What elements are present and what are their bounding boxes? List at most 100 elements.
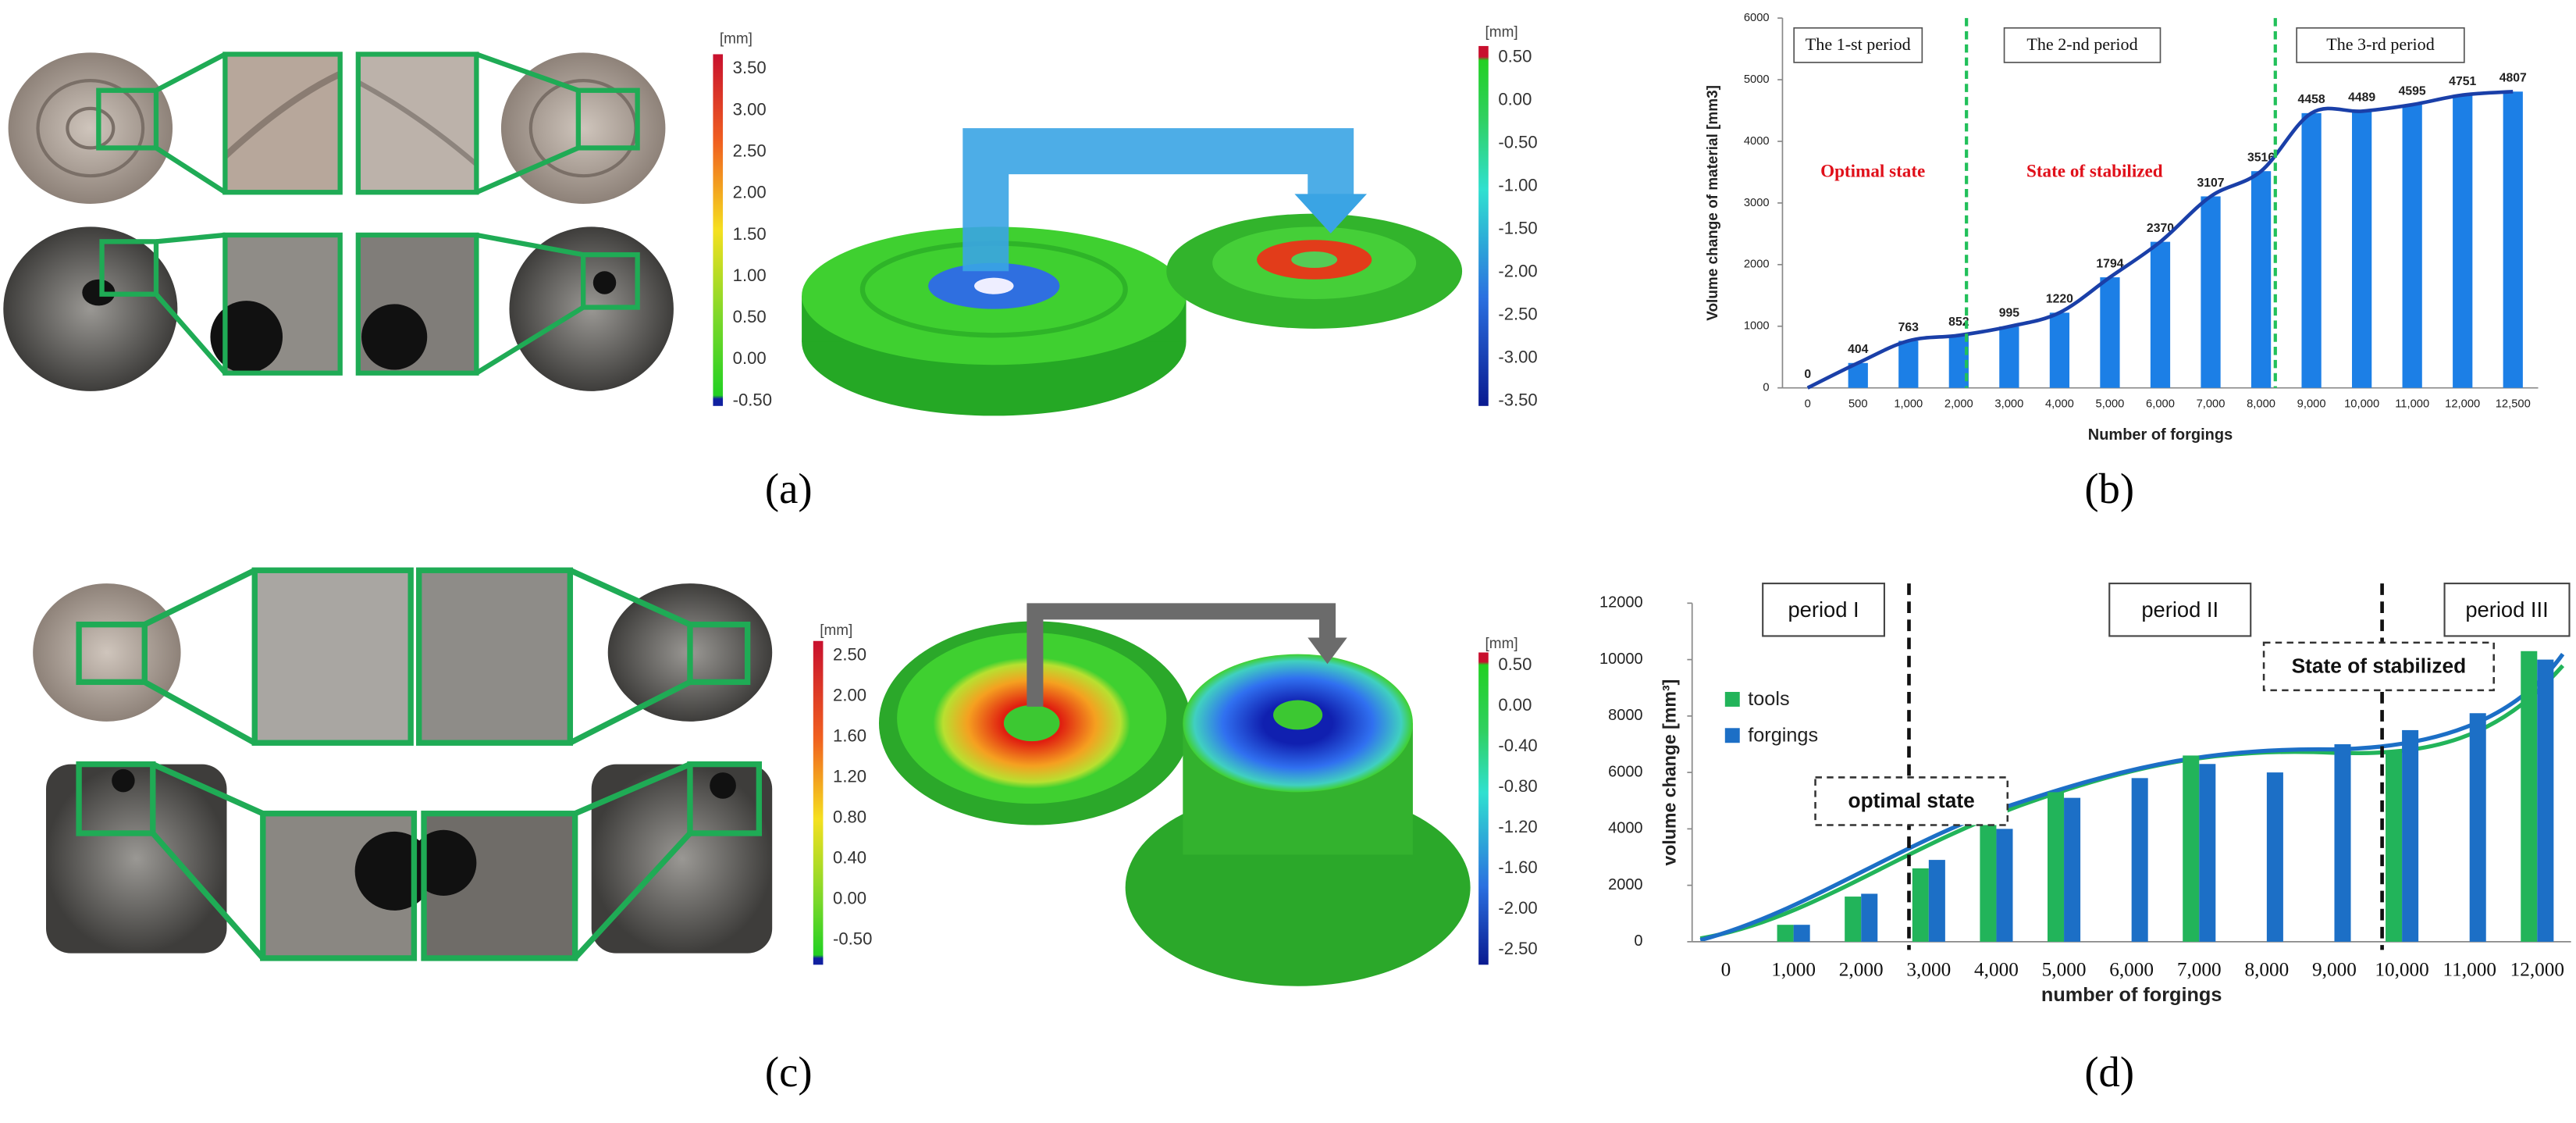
x-tick-label: 12,000 (2510, 959, 2564, 981)
value-label: 3516 (2247, 152, 2275, 165)
bar (1845, 897, 1862, 942)
scan-models-c (878, 603, 1471, 986)
value-label: 2370 (2147, 222, 2174, 235)
bar (1999, 326, 2019, 388)
bar (1996, 829, 2013, 942)
colorbar-label: -1.60 (1498, 857, 1537, 877)
x-tick-label: 5,000 (2042, 959, 2087, 981)
bar (2150, 241, 2171, 388)
photos-c (33, 567, 773, 961)
value-label: 4458 (2298, 93, 2325, 106)
photo-hole (710, 772, 736, 799)
zoom-photo (254, 570, 411, 743)
photo-disc (8, 52, 173, 204)
y-tick-label: 12000 (1599, 594, 1643, 611)
x-tick-label: 0 (1805, 398, 1811, 411)
colorbar-label: 2.00 (833, 686, 866, 705)
annotation: State of stabilized (2026, 161, 2163, 181)
legend-label: forgings (1748, 724, 1818, 746)
period-label: The 1-st period (1806, 34, 1911, 54)
colorbar-label: -2.00 (1498, 261, 1537, 280)
x-axis-label: Number of forgings (2088, 426, 2233, 444)
x-tick-label: 10,000 (2375, 959, 2428, 981)
x-tick-label: 7,000 (2177, 959, 2222, 981)
annotation: Optimal state (1820, 161, 1925, 181)
colorbar (813, 640, 824, 965)
photo-hole (361, 304, 428, 370)
y-tick-label: 6000 (1744, 12, 1770, 24)
photo-die (46, 764, 227, 954)
value-label: 4489 (2348, 91, 2375, 105)
bar (2402, 729, 2419, 942)
arrow (1026, 603, 1336, 707)
photo-hole (592, 271, 617, 294)
bar (2334, 743, 2351, 942)
y-tick-label: 5000 (1744, 73, 1770, 86)
bar (1898, 340, 1919, 388)
y-tick-label: 1000 (1744, 320, 1770, 333)
x-tick-label: 12,500 (2496, 398, 2531, 411)
annotation: optimal state (1848, 789, 1975, 812)
arrow-head (1308, 637, 1347, 665)
colorbar-label: -2.50 (1498, 939, 1537, 958)
colorbar (1478, 652, 1489, 965)
y-axis-label: volume change [mm³] (1659, 679, 1679, 866)
colorbar-label: 0.50 (1498, 46, 1532, 66)
colorbar-label: 0.00 (733, 348, 767, 368)
x-tick-label: 11,000 (2443, 959, 2496, 981)
bar (2352, 111, 2372, 388)
bar (2064, 797, 2081, 942)
x-tick-label: 2,000 (1944, 398, 1973, 411)
value-label: 763 (1898, 321, 1920, 334)
photo-hole (210, 301, 283, 373)
bar (1777, 925, 1794, 942)
colorbar-label: -1.20 (1498, 817, 1537, 836)
photo-disc (33, 583, 181, 722)
value-label: 404 (1848, 343, 1869, 356)
zoom-photo (418, 570, 571, 743)
annotation: State of stabilized (2292, 654, 2467, 677)
colorbar-label: 0.40 (833, 848, 866, 868)
x-tick-label: 9,000 (2297, 398, 2326, 411)
x-tick-label: 1,000 (1894, 398, 1923, 411)
colorbar-label: -0.40 (1498, 736, 1537, 755)
x-tick-label: 8,000 (2244, 959, 2289, 981)
photo-disc (500, 52, 666, 204)
colorbar-unit: [mm] (1485, 636, 1518, 652)
photo-die (3, 226, 178, 391)
y-tick-label: 4000 (1608, 820, 1642, 837)
period-box (1762, 583, 1885, 637)
value-label: 0 (1804, 368, 1811, 381)
photo-ring (36, 79, 145, 178)
zoom-photo (358, 54, 477, 193)
colorbar-label: 2.00 (733, 183, 767, 202)
arrow (962, 128, 1354, 272)
colorbar-label: -1.50 (1498, 218, 1537, 237)
bar (2301, 112, 2322, 388)
x-tick-label: 6,000 (2146, 398, 2175, 411)
bar (2521, 651, 2538, 942)
value-label: 1220 (2046, 293, 2073, 306)
colorbar-label: -2.50 (1498, 304, 1537, 323)
colorbar-label: 0.50 (1498, 654, 1532, 674)
x-tick-label: 4,000 (1974, 959, 2019, 981)
x-axis-label: number of forgings (2041, 984, 2222, 1006)
colorbar-label: 1.00 (733, 266, 767, 285)
period-box (2108, 583, 2252, 637)
value-label: 995 (1999, 306, 2020, 319)
bar (2183, 755, 2200, 942)
colorbar-label: 2.50 (733, 141, 767, 160)
bar (2266, 772, 2283, 942)
bar (2453, 94, 2473, 388)
legend-swatch (1724, 728, 1740, 743)
colorbar-label: 1.20 (833, 767, 866, 786)
photo-hole (411, 829, 477, 896)
photo-detail (357, 80, 479, 166)
bar (2199, 764, 2216, 942)
bar (1912, 868, 1929, 942)
x-tick-label: 12,000 (2445, 398, 2480, 411)
y-axis-label: Volume change of material [mm3] (1705, 85, 1721, 321)
panel-label: (d) (2084, 1048, 2134, 1096)
y-tick-label: 6000 (1608, 763, 1642, 780)
period-label: The 2-nd period (2026, 34, 2137, 54)
